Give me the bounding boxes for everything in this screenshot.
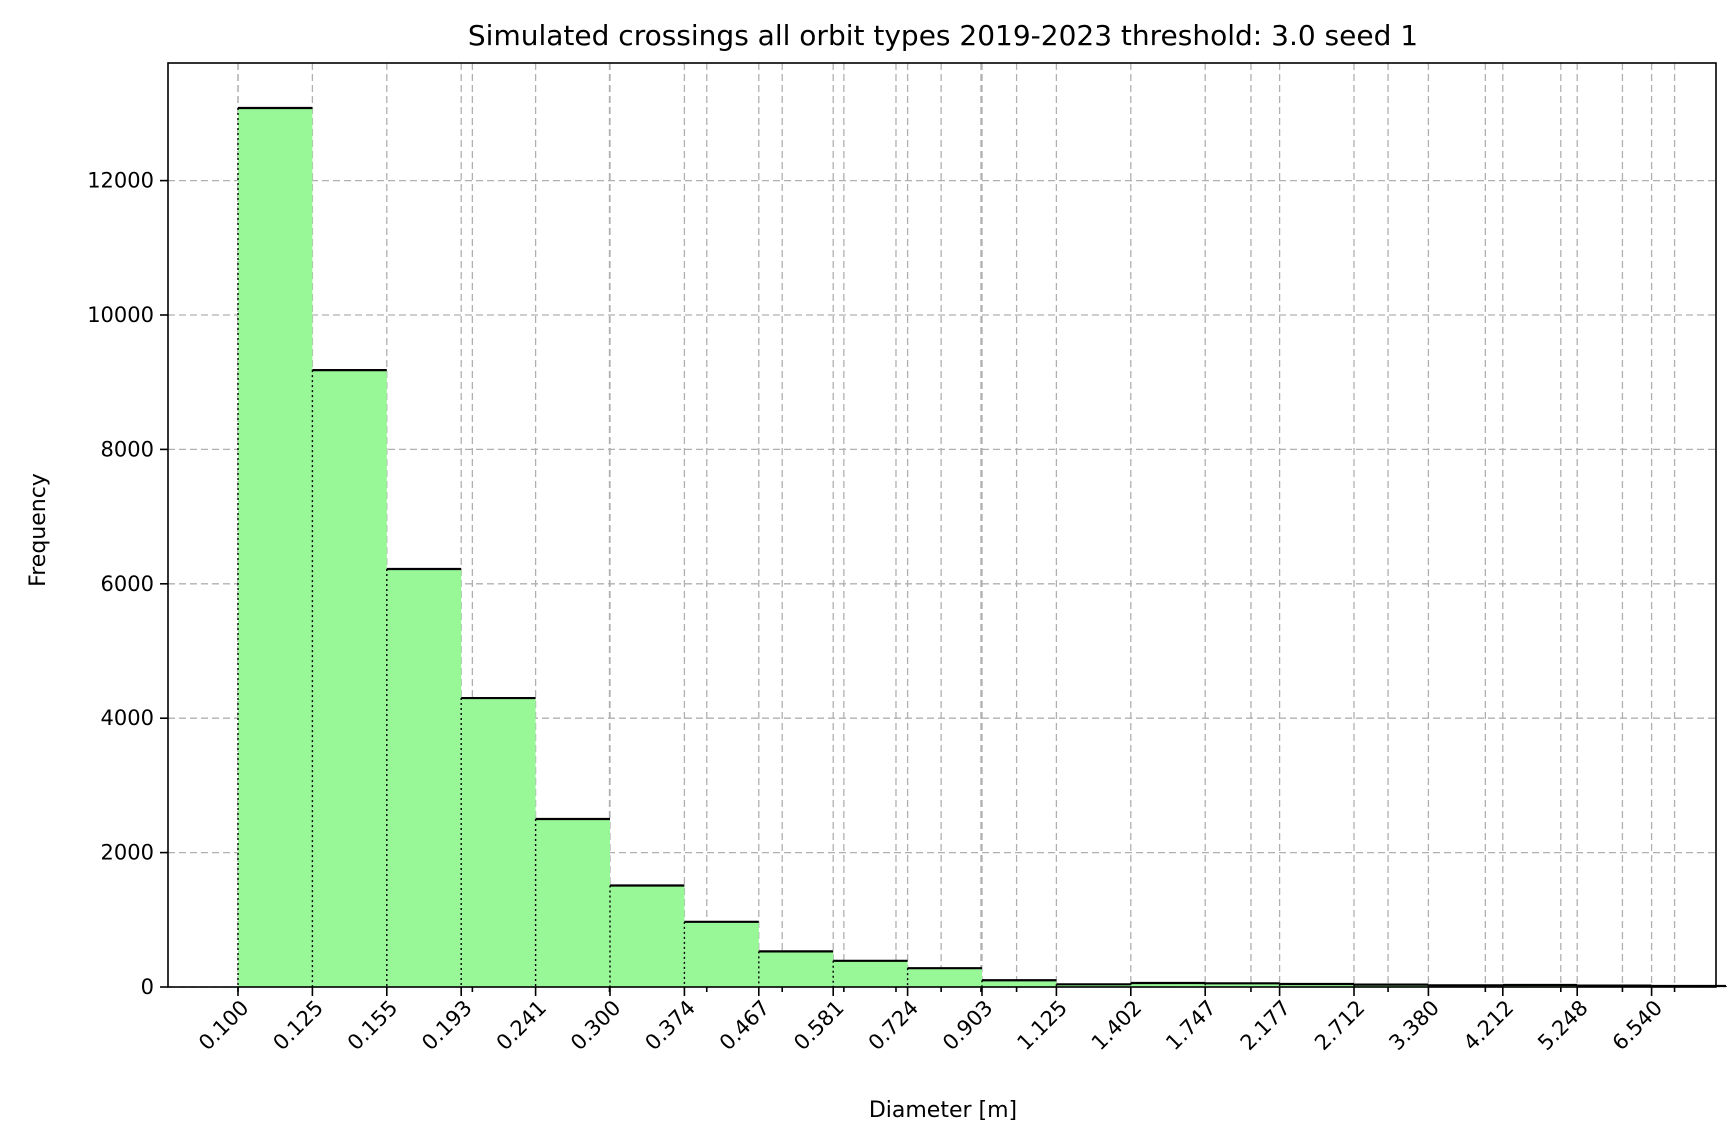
histogram-bar: [982, 980, 1057, 987]
y-axis-label: Frequency: [26, 473, 51, 587]
x-axis-label: Diameter [m]: [869, 1098, 1017, 1123]
histogram-bar: [238, 108, 313, 988]
y-tick-label: 8000: [101, 437, 154, 461]
histogram-bar: [1056, 984, 1131, 987]
x-tick-label: 2.712: [1310, 996, 1369, 1055]
histogram-bar: [1279, 983, 1354, 987]
x-tick-label: 0.467: [715, 996, 774, 1055]
x-tick-label: 3.380: [1384, 996, 1443, 1055]
x-tick-label: 0.125: [268, 996, 327, 1055]
x-tick-label: 0.374: [640, 996, 699, 1055]
histogram-bar: [833, 960, 908, 987]
x-tick-label: 0.581: [789, 996, 848, 1055]
x-tick-label: 1.402: [1087, 996, 1146, 1055]
x-tick-label: 0.903: [938, 996, 997, 1055]
x-tick-label: 6.540: [1608, 996, 1667, 1055]
x-tick-label: 0.724: [864, 996, 923, 1055]
x-tick-label: 0.100: [194, 996, 253, 1055]
plot-frame: [167, 62, 1717, 988]
x-tick-label: 5.248: [1533, 996, 1592, 1055]
histogram-bar: [1354, 984, 1429, 987]
y-tick-label: 6000: [101, 572, 154, 596]
x-tick-label: 1.747: [1161, 996, 1220, 1055]
x-tick-label: 0.241: [492, 996, 551, 1055]
chart-title: Simulated crossings all orbit types 2019…: [468, 19, 1418, 52]
histogram-bar: [1130, 982, 1206, 987]
x-tick-label: 0.155: [343, 996, 402, 1055]
x-tick-label: 0.193: [417, 996, 476, 1055]
histogram-bar: [535, 819, 610, 987]
y-tick-label: 12000: [87, 169, 154, 193]
y-tick-label: 10000: [87, 303, 154, 327]
x-tick-label: 0.300: [566, 996, 625, 1055]
histogram-bar: [758, 951, 834, 987]
y-tick-label: 4000: [101, 706, 154, 730]
histogram-bar: [461, 698, 536, 987]
histogram-bars: [237, 106, 1727, 988]
x-tick-label: 2.177: [1236, 996, 1295, 1055]
y-tick-label: 0: [141, 975, 154, 999]
histogram-bar: [386, 569, 462, 987]
histogram-bar: [1205, 983, 1280, 987]
x-tick-label: 4.212: [1459, 996, 1518, 1055]
histogram-bar: [610, 885, 685, 987]
histogram-bar: [684, 921, 759, 987]
x-tick-label: 1.125: [1012, 996, 1071, 1055]
histogram-bar: [312, 370, 387, 987]
histogram-bar: [907, 968, 982, 987]
y-tick-label: 2000: [101, 841, 154, 865]
